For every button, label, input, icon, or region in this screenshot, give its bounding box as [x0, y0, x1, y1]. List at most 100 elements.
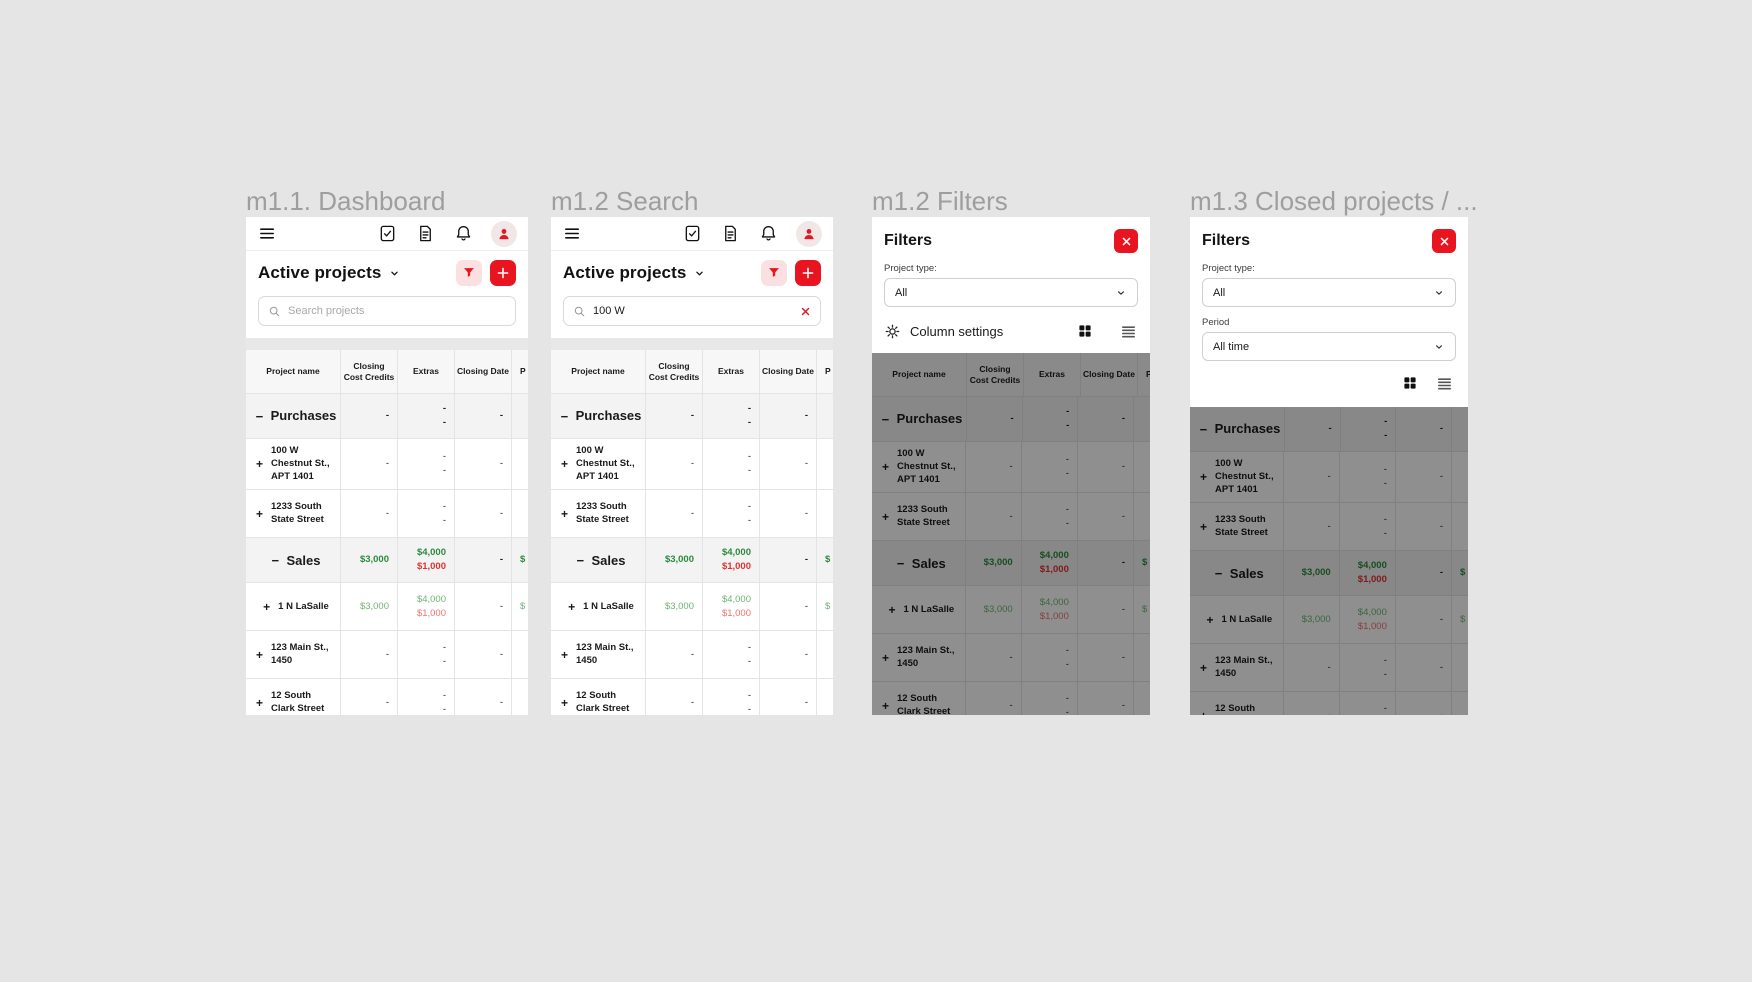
table-row[interactable]: +1233 South State Street - - - -: [872, 493, 1150, 542]
document-icon[interactable]: [415, 224, 435, 244]
profile-avatar[interactable]: [491, 220, 517, 247]
search-frame: Active projects Project name Closing Cost…: [551, 217, 833, 715]
column-settings-button[interactable]: Column settings: [884, 317, 1138, 345]
table-row[interactable]: − Sales $3,000 $4,000 $1,000 - $: [551, 538, 833, 584]
collapse-toggle-icon[interactable]: −: [1199, 421, 1208, 437]
expand-toggle-icon[interactable]: +: [256, 506, 264, 521]
table-row[interactable]: +123 Main St., 1450- - - -: [872, 634, 1150, 683]
expand-toggle-icon[interactable]: +: [882, 460, 890, 475]
add-project-button[interactable]: [490, 260, 516, 286]
table-row[interactable]: − Purchases - - - -: [246, 394, 528, 439]
chevron-down-icon: [388, 267, 401, 280]
expand-toggle-icon[interactable]: +: [561, 695, 569, 710]
search-input[interactable]: [288, 305, 506, 317]
cell-value: -: [1065, 706, 1069, 715]
grid-view-icon[interactable]: [1400, 373, 1420, 393]
tasks-icon[interactable]: [377, 224, 397, 244]
expand-toggle-icon[interactable]: +: [263, 599, 271, 614]
list-view-icon[interactable]: [1434, 373, 1454, 393]
table-row[interactable]: − Purchases - - - -: [551, 394, 833, 439]
grid-view-icon[interactable]: [1075, 321, 1095, 341]
menu-icon[interactable]: [257, 224, 277, 244]
overlay-scrim[interactable]: [872, 353, 1150, 715]
value-cell: $3,000: [1282, 596, 1339, 644]
expand-toggle-icon[interactable]: +: [882, 698, 890, 713]
table-row[interactable]: +123 Main St., 1450- - - -: [551, 631, 833, 680]
notifications-bell-icon[interactable]: [453, 224, 473, 244]
table-row[interactable]: +123 Main St., 1450- - - -: [246, 631, 528, 680]
table-row[interactable]: +12 South Clark Street----: [1190, 692, 1468, 715]
cell-value: -: [385, 458, 389, 470]
collapse-toggle-icon[interactable]: −: [576, 552, 585, 568]
search-input[interactable]: [593, 305, 793, 317]
clear-search-button[interactable]: [800, 306, 811, 317]
collapse-toggle-icon[interactable]: −: [271, 552, 280, 568]
column-header: Project name: [571, 366, 625, 377]
expand-toggle-icon[interactable]: +: [1200, 660, 1208, 675]
expand-toggle-icon[interactable]: +: [256, 695, 264, 710]
expand-toggle-icon[interactable]: +: [568, 599, 576, 614]
close-filters-button[interactable]: [1432, 229, 1456, 253]
cell-value: -: [1439, 520, 1443, 532]
expand-toggle-icon[interactable]: +: [1200, 519, 1208, 534]
table-row[interactable]: +1 N LaSalle $3,000 $4,000 $1,000 - $: [246, 583, 528, 632]
table-row[interactable]: − Purchases - - - -: [872, 397, 1150, 442]
table-row[interactable]: +12 South Clark Street----: [246, 679, 528, 715]
table-row[interactable]: +100 W Chestnut St., APT 1401- - - -: [246, 439, 528, 491]
value-cell: $: [1133, 541, 1150, 586]
table-row[interactable]: +1 N LaSalle $3,000 $4,000 $1,000 - $: [872, 586, 1150, 635]
overlay-scrim[interactable]: [1190, 407, 1468, 715]
table-row[interactable]: − Sales $3,000 $4,000 $1,000 - $: [872, 541, 1150, 587]
collapse-toggle-icon[interactable]: −: [881, 411, 890, 427]
collapse-toggle-icon[interactable]: −: [560, 408, 569, 424]
table-row[interactable]: +1 N LaSalle $3,000 $4,000 $1,000 - $: [1190, 596, 1468, 645]
expand-toggle-icon[interactable]: +: [256, 647, 264, 662]
expand-toggle-icon[interactable]: +: [882, 509, 890, 524]
table-row[interactable]: +1233 South State Street - - - -: [246, 490, 528, 539]
notifications-bell-icon[interactable]: [758, 224, 778, 244]
table-row[interactable]: +12 South Clark Street----: [872, 682, 1150, 715]
expand-toggle-icon[interactable]: +: [1200, 470, 1208, 485]
collapse-toggle-icon[interactable]: −: [1214, 565, 1223, 581]
table-row[interactable]: − Sales $3,000 $4,000 $1,000 - $: [1190, 551, 1468, 597]
add-project-button[interactable]: [795, 260, 821, 286]
collapse-toggle-icon[interactable]: −: [896, 555, 905, 571]
project-type-select[interactable]: All: [1202, 278, 1456, 307]
projects-view-dropdown[interactable]: Active projects: [563, 263, 706, 283]
filter-button[interactable]: [761, 260, 787, 286]
expand-toggle-icon[interactable]: +: [1200, 710, 1209, 715]
list-view-icon[interactable]: [1118, 321, 1138, 341]
profile-avatar[interactable]: [796, 220, 822, 247]
expand-toggle-icon[interactable]: +: [1206, 612, 1214, 627]
expand-toggle-icon[interactable]: +: [888, 602, 896, 617]
close-filters-button[interactable]: [1114, 229, 1138, 253]
table-row[interactable]: +1233 South State Street - - - -: [551, 490, 833, 539]
expand-toggle-icon[interactable]: +: [561, 647, 569, 662]
menu-icon[interactable]: [562, 224, 582, 244]
table-row[interactable]: +1233 South State Street - - - -: [1190, 503, 1468, 552]
cell-value: -: [1383, 463, 1387, 475]
projects-view-dropdown[interactable]: Active projects: [258, 263, 401, 283]
collapse-toggle-icon[interactable]: −: [255, 408, 264, 424]
table-row[interactable]: +12 South Clark Street----: [551, 679, 833, 715]
table-row[interactable]: +100 W Chestnut St., APT 1401- - - -: [551, 439, 833, 491]
table-row[interactable]: − Sales $3,000 $4,000 $1,000 - $: [246, 538, 528, 584]
project-type-select[interactable]: All: [884, 278, 1138, 307]
expand-toggle-icon[interactable]: +: [561, 506, 569, 521]
document-icon[interactable]: [720, 224, 740, 244]
filter-button[interactable]: [456, 260, 482, 286]
project-type-label: Project type:: [884, 263, 937, 274]
frame-title-filters: m1.2 Filters: [872, 186, 1008, 216]
cell-value: -: [1010, 412, 1014, 424]
expand-toggle-icon[interactable]: +: [561, 457, 569, 472]
table-row[interactable]: +1 N LaSalle $3,000 $4,000 $1,000 - $: [551, 583, 833, 632]
expand-toggle-icon[interactable]: +: [882, 650, 890, 665]
table-row[interactable]: +100 W Chestnut St., APT 1401- - - -: [1190, 452, 1468, 504]
table-row[interactable]: +100 W Chestnut St., APT 1401- - - -: [872, 442, 1150, 494]
tasks-icon[interactable]: [682, 224, 702, 244]
cell-value: -: [747, 703, 751, 715]
table-row[interactable]: − Purchases - - - -: [1190, 407, 1468, 452]
table-row[interactable]: +123 Main St., 1450- - - -: [1190, 644, 1468, 693]
period-select[interactable]: All time: [1202, 332, 1456, 361]
expand-toggle-icon[interactable]: +: [256, 457, 264, 472]
